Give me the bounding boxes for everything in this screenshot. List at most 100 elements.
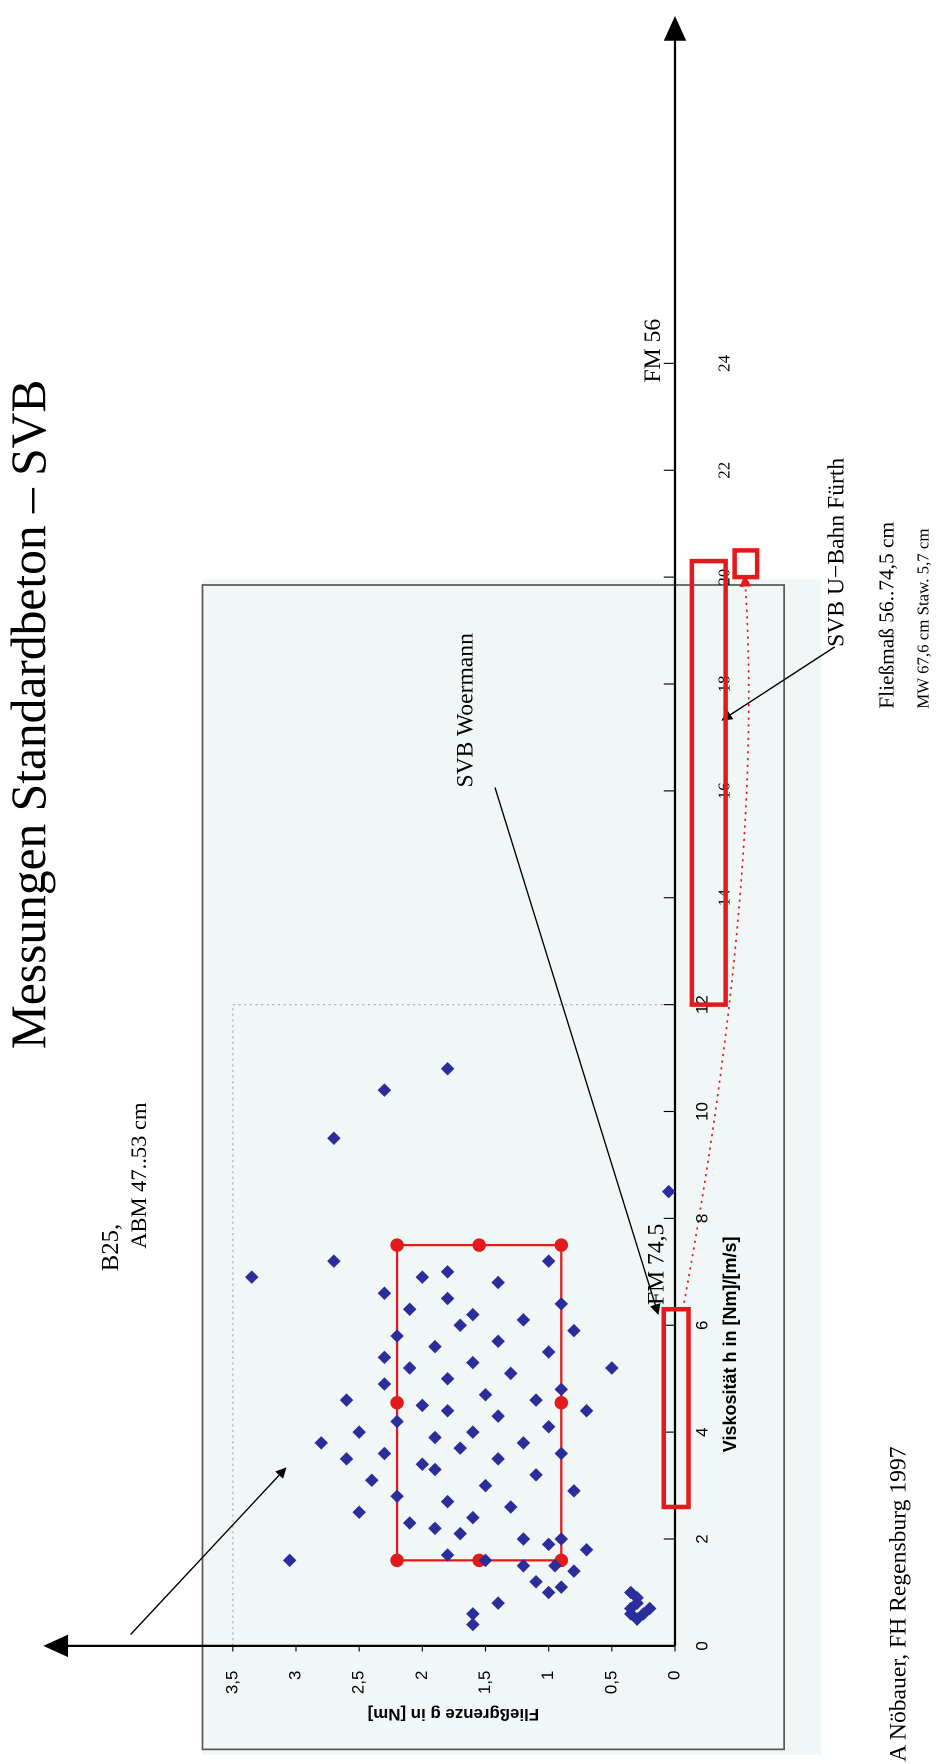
annotation: B25, [97, 1224, 124, 1271]
data-point [478, 1478, 493, 1493]
data-point [352, 1425, 366, 1439]
data-point [402, 1302, 417, 1316]
y-tick-label: 0,5 [601, 1671, 620, 1694]
x-tick-label: 4 [693, 1427, 712, 1436]
data-point [402, 1361, 417, 1375]
data-point [428, 1430, 442, 1445]
y-axis-arrow [43, 1634, 69, 1658]
data-point [327, 1131, 341, 1145]
data-point [491, 1452, 505, 1466]
range-marker [472, 1238, 486, 1252]
data-point [491, 1596, 505, 1610]
data-point [548, 1558, 562, 1573]
rotated-page: Messungen Standardbeton – SVB A Nöbauer,… [1, 16, 933, 1762]
data-point [478, 1387, 493, 1402]
annotation-arrow [494, 787, 661, 1316]
data-point [377, 1083, 392, 1097]
annotation: Fließmaß 56..74,5 cm [875, 521, 899, 708]
data-point [428, 1521, 442, 1536]
x-axis-arrow [663, 16, 687, 41]
y-tick-label: 3,5 [222, 1671, 241, 1694]
range-marker [390, 1553, 404, 1568]
data-point [453, 1318, 467, 1332]
y-tick-label: 0 [664, 1671, 683, 1680]
data-point [428, 1462, 442, 1477]
data-point [661, 1184, 676, 1199]
y-axis-title: Fließgrenze g in [Nm] [368, 1705, 539, 1724]
data-point [428, 1339, 442, 1354]
data-point [377, 1446, 392, 1461]
data-point [504, 1366, 518, 1381]
data-point [282, 1553, 297, 1568]
range-box [732, 548, 760, 580]
annotation-arrow [130, 1467, 287, 1636]
data-point [642, 1601, 657, 1616]
annotation: FM 74,5 [644, 1224, 670, 1305]
annotation: SVB Woermann [452, 633, 478, 788]
footer: A Nöbauer, FH Regensburg 1997 [885, 1446, 911, 1762]
range-box [689, 558, 728, 1007]
title: Messungen Standardbeton – SVB [1, 380, 56, 1050]
data-point [440, 1494, 455, 1509]
y-tick-label: 3 [285, 1671, 304, 1680]
x-tick-label: 24 [715, 354, 734, 371]
data-point [440, 1265, 455, 1279]
x-tick-label: 2 [693, 1534, 712, 1543]
data-point [491, 1409, 505, 1423]
data-point [491, 1334, 505, 1349]
data-point [402, 1516, 417, 1530]
data-point [453, 1526, 467, 1541]
annotation: SVB U−Bahn Fürth [824, 458, 850, 647]
x-tick-label: 8 [693, 1214, 712, 1223]
data-point [339, 1393, 354, 1407]
data-point [624, 1585, 638, 1600]
data-point [567, 1564, 581, 1578]
data-point [440, 1548, 455, 1562]
y-tick-label: 1 [538, 1671, 557, 1680]
data-point [440, 1291, 455, 1306]
y-tick-label: 2,5 [349, 1671, 368, 1694]
data-point [245, 1270, 259, 1284]
data-point [529, 1393, 543, 1407]
range-marker [390, 1238, 404, 1252]
data-point [453, 1441, 467, 1455]
range-marker [390, 1395, 404, 1410]
data-point [567, 1484, 581, 1498]
data-point [377, 1350, 392, 1365]
data-point [352, 1505, 366, 1520]
range-marker [554, 1238, 569, 1252]
data-point [504, 1500, 518, 1514]
range-box [661, 1306, 691, 1510]
data-point [491, 1275, 505, 1290]
data-point [478, 1553, 493, 1568]
data-point [529, 1575, 543, 1589]
scan-frame [201, 584, 785, 1751]
data-point [339, 1452, 354, 1466]
annotation-arrow [721, 646, 836, 721]
annotation: MW 67,6 cm Staw. 5,7 cm [914, 528, 933, 708]
y-tick-label: 1,5 [475, 1671, 494, 1694]
x-tick-label: 6 [693, 1321, 712, 1330]
x-tick-label: 22 [715, 462, 734, 479]
x-tick-label: 0 [693, 1641, 712, 1650]
data-point [440, 1062, 455, 1076]
data-point [440, 1404, 455, 1418]
data-point [390, 1489, 404, 1503]
data-point [377, 1377, 392, 1391]
y-tick-label: 2 [412, 1671, 431, 1680]
plot-frame [232, 1004, 676, 1647]
range-marker [554, 1395, 569, 1410]
data-point [390, 1329, 404, 1343]
data-point [327, 1254, 341, 1268]
data-point [365, 1473, 379, 1487]
scan-background [202, 579, 822, 1755]
x-axis-title: Viskosität h in [Nm]/[m/s] [720, 1237, 740, 1453]
data-point [377, 1286, 392, 1300]
annotation: ABM 47..53 cm [126, 1102, 151, 1249]
data-point [605, 1361, 619, 1375]
annotation: FM 56 [640, 319, 666, 383]
data-point [567, 1323, 581, 1338]
x-tick-label: 10 [693, 1102, 712, 1121]
